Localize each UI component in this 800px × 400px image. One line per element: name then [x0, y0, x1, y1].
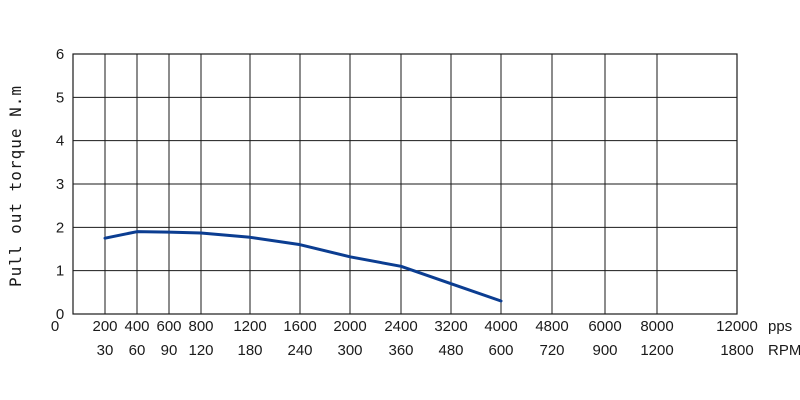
x-origin-label: 0 [51, 318, 59, 335]
rpm-tick-label: 90 [161, 342, 178, 359]
rpm-tick-label: 1200 [640, 342, 673, 359]
y-axis-label: Pull out torque N.m [6, 85, 25, 287]
y-tick-label: 6 [56, 46, 64, 63]
pps-tick-label: 400 [124, 318, 149, 335]
pps-tick-label: 4800 [535, 318, 568, 335]
rpm-tick-label: 300 [337, 342, 362, 359]
pps-tick-label: 12000 [716, 318, 758, 335]
data-series [103, 230, 503, 303]
torque-curve-line [103, 230, 503, 303]
rpm-tick-label: 720 [539, 342, 564, 359]
y-tick-label: 2 [56, 219, 64, 236]
y-tick-label: 0 [56, 306, 64, 323]
rpm-tick-label: 480 [438, 342, 463, 359]
y-tick-label: 1 [56, 263, 64, 280]
rpm-tick-label: 1800 [720, 342, 753, 359]
pps-tick-label: 3200 [434, 318, 467, 335]
grid [73, 54, 737, 314]
pps-tick-label: 6000 [588, 318, 621, 335]
pps-tick-label: 8000 [640, 318, 673, 335]
y-tick-label: 4 [56, 133, 64, 150]
y-tick-label: 3 [56, 176, 64, 193]
rpm-tick-label: 30 [97, 342, 114, 359]
y-tick-labels: 0 1 2 3 4 5 6 [56, 46, 64, 323]
pps-tick-label: 4000 [484, 318, 517, 335]
pps-tick-label: 800 [188, 318, 213, 335]
pps-tick-label: 2000 [333, 318, 366, 335]
rpm-tick-label: 900 [592, 342, 617, 359]
pps-unit-label: pps [768, 318, 792, 335]
pps-tick-label: 1600 [283, 318, 316, 335]
rpm-tick-labels: 30 60 90 120 180 240 300 360 480 600 720 900 1200 180… [97, 342, 754, 359]
rpm-tick-label: 120 [188, 342, 213, 359]
y-tick-label: 5 [56, 89, 64, 106]
rpm-tick-label: 600 [488, 342, 513, 359]
pps-tick-label: 600 [156, 318, 181, 335]
rpm-tick-label: 180 [237, 342, 262, 359]
pps-tick-label: 200 [92, 318, 117, 335]
plot-frame [72, 53, 738, 315]
pps-tick-labels: 200 400 600 800 1200 1600 2000 2400 3200 4000 4800… [51, 318, 758, 335]
rpm-tick-label: 60 [129, 342, 146, 359]
rpm-unit-label: RPM [768, 342, 800, 359]
pps-tick-label: 1200 [233, 318, 266, 335]
rpm-tick-label: 240 [287, 342, 312, 359]
pps-tick-label: 2400 [384, 318, 417, 335]
rpm-tick-label: 360 [388, 342, 413, 359]
